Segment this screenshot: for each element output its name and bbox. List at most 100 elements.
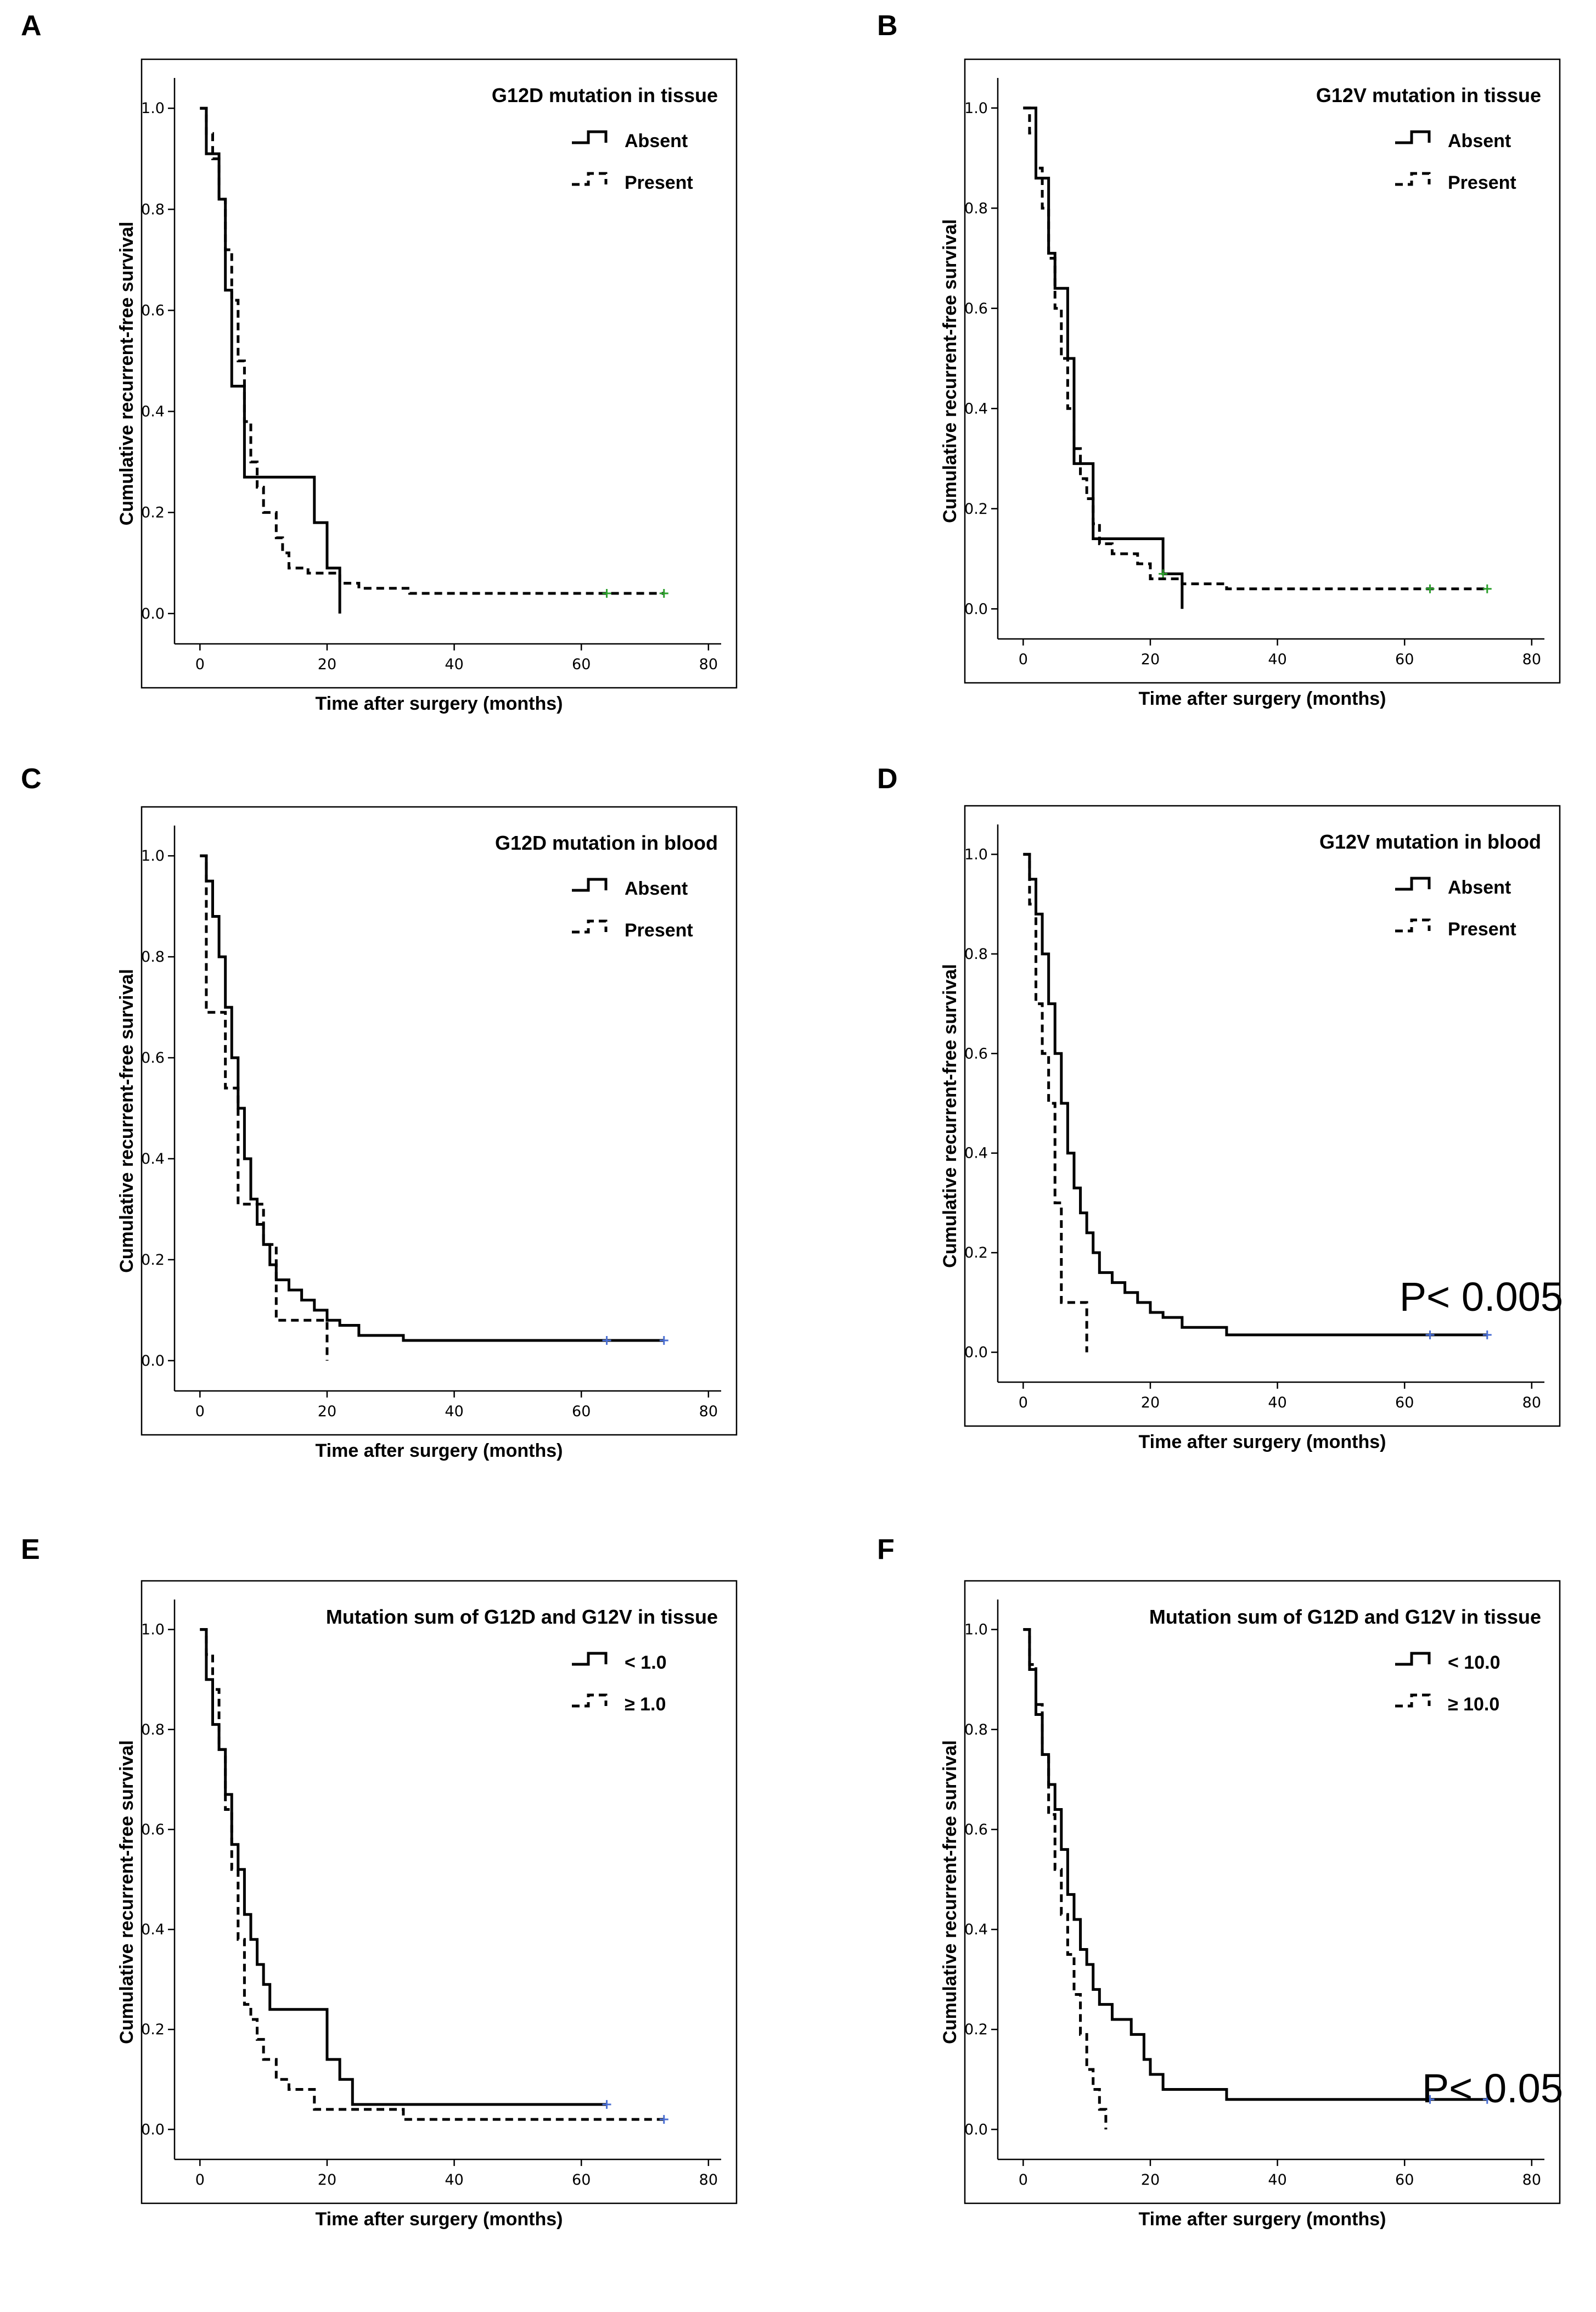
y-tick-label: 1.0 [964,100,988,117]
y-tick-label: 0.2 [141,504,165,521]
y-axis-title: Cumulative recurrent-free survival [940,219,960,523]
legend-label: Absent [625,131,688,151]
plot-frame [964,805,1561,1427]
y-axis-title: Cumulative recurrent-free survival [940,964,960,1268]
x-axis-title: Time after surgery (months) [1139,688,1386,709]
plot-frame [141,58,738,689]
x-tick-label: 40 [1268,651,1286,668]
x-tick-label: 20 [318,656,336,673]
plot-frame [141,806,738,1436]
x-tick-label: 80 [699,1403,718,1420]
km-curve-dashed [200,854,329,1361]
y-tick-label: 0.6 [964,1821,988,1838]
panel-f: F 0.0 0.2 0.4 0.6 0.8 1.0 0 20 40 60 80 Time after s… [877,1534,1563,2230]
y-tick-label: 1.0 [964,1621,988,1638]
y-tick-label: 0.0 [964,1344,988,1361]
y-tick-label: 0.0 [964,601,988,618]
censor-mark [1425,1330,1435,1339]
x-tick-label: 20 [1141,1394,1160,1411]
legend-symbol-dashed [1395,918,1431,933]
x-tick-label: 40 [1268,2171,1286,2188]
legend-symbol-dashed [1395,172,1431,186]
km-curve-solid [1023,852,1487,1337]
legend-symbol-solid [572,130,608,144]
y-tick-label: 0.6 [141,1821,165,1838]
y-tick-label: 1.0 [141,1621,165,1638]
legend-title: G12D mutation in blood [495,832,718,854]
x-tick-label: 60 [1395,2171,1414,2188]
panel-letter: B [877,10,898,42]
y-tick-label: 0.8 [141,201,165,218]
y-tick-label: 0.6 [964,1045,988,1062]
censor-mark [659,588,668,598]
x-tick-label: 20 [1141,651,1160,668]
y-tick-label: 0.2 [964,501,988,518]
x-tick-label: 80 [1522,2171,1541,2188]
x-tick-label: 0 [195,2171,205,2188]
censor-mark [659,1336,668,1345]
y-tick-label: 0.2 [141,1252,165,1269]
y-tick-label: 1.0 [964,846,988,863]
censor-mark [1425,2095,1435,2104]
plot-frame [964,58,1561,684]
y-tick-label: 0.2 [964,2021,988,2038]
y-tick-label: 0.0 [141,1353,165,1370]
panel-letter: E [21,1534,40,1565]
panel-letter: A [21,10,42,42]
x-axis-title: Time after surgery (months) [316,693,563,714]
x-axis-title: Time after surgery (months) [316,1440,563,1461]
x-tick-label: 60 [572,2171,591,2188]
y-tick-label: 0.6 [141,1050,165,1067]
km-curve-dashed [200,106,664,595]
panel-e: E 0.0 0.2 0.4 0.6 0.8 1.0 0 20 40 60 80 Time after s… [21,1534,738,2230]
legend-label: Present [1448,172,1516,193]
censor-mark [602,1336,611,1345]
x-axis-title: Time after surgery (months) [1139,2209,1386,2230]
x-tick-label: 20 [318,2171,336,2188]
plot-frame [141,1580,738,2204]
x-tick-label: 40 [445,1403,463,1420]
y-tick-label: 0.4 [141,1921,165,1938]
y-tick-label: 0.4 [964,1921,988,1938]
legend-symbol-solid [572,878,608,892]
x-tick-label: 40 [445,656,463,673]
legend-title: G12D mutation in tissue [492,84,718,106]
y-tick-label: 0.4 [964,1145,988,1162]
legend-symbol-dashed [1395,1693,1431,1708]
legend-label: Absent [1448,131,1511,151]
panel-d: D 0.0 0.2 0.4 0.6 0.8 1.0 0 20 40 60 80 Time after s… [877,763,1563,1452]
legend-title: G12V mutation in blood [1319,830,1541,853]
legend-label: Absent [625,878,688,899]
legend-label: Absent [1448,877,1511,898]
y-tick-label: 1.0 [141,100,165,117]
km-curve-dashed [1023,106,1487,591]
y-tick-label: 1.0 [141,848,165,865]
y-tick-label: 0.2 [141,2021,165,2038]
y-tick-label: 0.8 [964,946,988,963]
legend-label: Present [625,920,693,941]
legend-symbol-dashed [572,172,608,186]
x-axis-title: Time after surgery (months) [316,2209,563,2230]
x-tick-label: 80 [1522,1394,1541,1411]
legend-title: G12V mutation in tissue [1316,84,1541,106]
legend-symbol-dashed [572,1693,608,1708]
y-axis-title: Cumulative recurrent-free survival [940,1740,960,2044]
p-value-annotation: P< 0.005 [1400,1274,1563,1320]
legend-label: < 10.0 [1448,1652,1500,1673]
panel-b: B 0.0 0.2 0.4 0.6 0.8 1.0 0 20 40 60 80 Time after s… [877,10,1561,709]
x-tick-label: 60 [572,1403,591,1420]
legend-symbol-dashed [572,919,608,934]
x-tick-label: 0 [1019,651,1028,668]
panel-a: A 0.0 0.2 0.4 0.6 0.8 1.0 0 20 40 60 80 Time after s… [21,10,738,714]
legend-label: ≥ 10.0 [1448,1694,1499,1715]
censor-mark [602,588,611,598]
y-tick-label: 0.8 [141,1721,165,1738]
censor-mark [1482,584,1492,593]
y-tick-label: 0.0 [964,2121,988,2138]
x-tick-label: 0 [1019,2171,1028,2188]
x-tick-label: 40 [1268,1394,1286,1411]
x-tick-label: 60 [572,656,591,673]
legend-symbol-solid [1395,130,1431,144]
legend-label: < 1.0 [625,1652,667,1673]
